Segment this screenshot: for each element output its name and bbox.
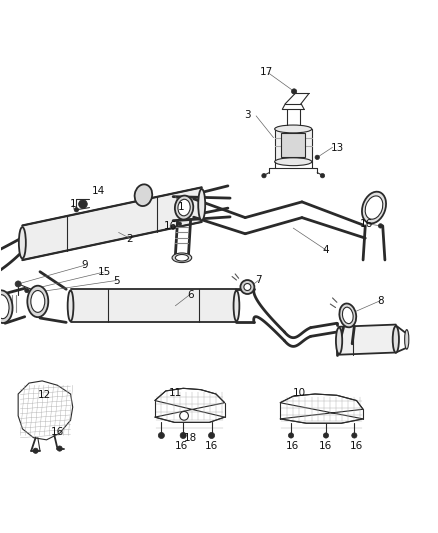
Text: 17: 17	[260, 67, 273, 77]
Ellipse shape	[393, 326, 399, 353]
Ellipse shape	[233, 290, 240, 321]
Ellipse shape	[19, 227, 26, 259]
Ellipse shape	[343, 307, 353, 324]
Ellipse shape	[336, 327, 342, 354]
Ellipse shape	[405, 329, 409, 349]
Text: 7: 7	[255, 276, 261, 286]
Text: 1: 1	[178, 202, 184, 212]
Ellipse shape	[0, 290, 13, 323]
Ellipse shape	[240, 280, 254, 294]
Text: 6: 6	[187, 290, 194, 300]
Circle shape	[262, 174, 266, 178]
Text: 16: 16	[286, 440, 299, 450]
Text: 16: 16	[51, 426, 64, 437]
Ellipse shape	[339, 303, 356, 327]
Circle shape	[25, 288, 29, 293]
Circle shape	[288, 433, 293, 438]
Polygon shape	[71, 289, 237, 322]
Text: 4: 4	[323, 245, 329, 255]
Text: 16: 16	[319, 440, 332, 450]
Text: 1: 1	[69, 199, 76, 209]
Text: 18: 18	[184, 433, 197, 442]
Ellipse shape	[365, 196, 383, 219]
Text: 15: 15	[98, 267, 111, 277]
Ellipse shape	[275, 125, 312, 133]
Text: 5: 5	[113, 276, 120, 286]
Text: 16: 16	[175, 440, 188, 450]
Circle shape	[315, 155, 319, 159]
Circle shape	[178, 222, 181, 225]
Circle shape	[74, 207, 78, 212]
Ellipse shape	[0, 295, 9, 319]
Ellipse shape	[27, 286, 48, 317]
Ellipse shape	[134, 184, 152, 206]
Ellipse shape	[67, 290, 74, 321]
Polygon shape	[155, 389, 225, 422]
Circle shape	[291, 89, 297, 94]
Text: 10: 10	[293, 388, 306, 398]
Ellipse shape	[175, 196, 193, 220]
Text: 2: 2	[126, 234, 133, 244]
FancyBboxPatch shape	[275, 129, 311, 161]
Text: 13: 13	[331, 143, 344, 153]
Text: 16: 16	[350, 440, 363, 450]
Circle shape	[15, 281, 21, 287]
Circle shape	[320, 174, 325, 178]
Ellipse shape	[175, 254, 188, 261]
Circle shape	[352, 433, 357, 438]
Circle shape	[378, 224, 383, 228]
Ellipse shape	[244, 284, 251, 290]
Circle shape	[208, 432, 215, 439]
Polygon shape	[280, 394, 363, 423]
Ellipse shape	[31, 290, 45, 312]
Circle shape	[158, 432, 164, 439]
Text: 16: 16	[360, 219, 373, 229]
Polygon shape	[339, 325, 396, 354]
Ellipse shape	[198, 189, 205, 220]
Circle shape	[180, 432, 186, 439]
Circle shape	[33, 448, 38, 454]
Text: 16: 16	[205, 440, 218, 450]
Text: 14: 14	[92, 187, 105, 196]
Polygon shape	[22, 187, 202, 260]
Circle shape	[171, 225, 175, 229]
FancyBboxPatch shape	[281, 133, 305, 157]
Ellipse shape	[178, 199, 190, 216]
Text: 3: 3	[244, 110, 251, 120]
Ellipse shape	[362, 192, 386, 223]
Polygon shape	[18, 381, 73, 440]
Text: 11: 11	[169, 388, 182, 398]
Text: 9: 9	[81, 260, 88, 270]
Text: 16: 16	[163, 221, 177, 231]
Text: 8: 8	[377, 296, 384, 305]
Circle shape	[180, 411, 188, 420]
Circle shape	[78, 200, 87, 208]
Ellipse shape	[275, 158, 312, 166]
Ellipse shape	[172, 253, 192, 263]
Text: 12: 12	[38, 390, 51, 400]
Circle shape	[323, 433, 328, 438]
Circle shape	[57, 446, 62, 451]
